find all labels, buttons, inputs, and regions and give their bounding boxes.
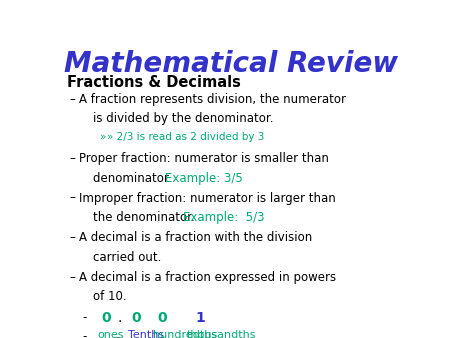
- Text: 0: 0: [131, 312, 141, 325]
- Text: –: –: [69, 152, 76, 165]
- Text: -: -: [82, 330, 87, 338]
- Text: Mathematical Review: Mathematical Review: [63, 50, 398, 78]
- Text: » 2/3 is read as 2 divided by 3: » 2/3 is read as 2 divided by 3: [107, 132, 264, 142]
- Text: 1: 1: [196, 312, 206, 325]
- Text: Example:  5/3: Example: 5/3: [183, 211, 265, 224]
- Text: hundredths: hundredths: [153, 330, 217, 338]
- Text: the denominator.: the denominator.: [93, 211, 210, 224]
- Text: Improper fraction: numerator is larger than: Improper fraction: numerator is larger t…: [79, 192, 336, 204]
- Text: 0: 0: [102, 312, 111, 325]
- Text: .: .: [116, 330, 119, 338]
- Text: ones: ones: [97, 330, 124, 338]
- Text: -: -: [82, 312, 87, 324]
- Text: Proper fraction: numerator is smaller than: Proper fraction: numerator is smaller th…: [79, 152, 329, 165]
- Text: carried out.: carried out.: [93, 251, 161, 264]
- Text: denominator.: denominator.: [93, 172, 186, 185]
- Text: »: »: [100, 132, 106, 142]
- Text: thousandths: thousandths: [187, 330, 256, 338]
- Text: –: –: [69, 192, 76, 204]
- Text: Example: 3/5: Example: 3/5: [165, 172, 243, 185]
- Text: A fraction represents division, the numerator: A fraction represents division, the nume…: [79, 93, 346, 105]
- Text: of 10.: of 10.: [93, 290, 126, 304]
- Text: –: –: [69, 231, 76, 244]
- Text: –: –: [69, 271, 76, 284]
- Text: Fractions & Decimals: Fractions & Decimals: [67, 75, 241, 90]
- Text: A decimal is a fraction with the division: A decimal is a fraction with the divisio…: [79, 231, 312, 244]
- Text: A decimal is a fraction expressed in powers: A decimal is a fraction expressed in pow…: [79, 271, 336, 284]
- Text: is divided by the denominator.: is divided by the denominator.: [93, 113, 273, 125]
- Text: 0: 0: [158, 312, 167, 325]
- Text: Tenths: Tenths: [128, 330, 165, 338]
- Text: –: –: [69, 93, 76, 105]
- Text: .: .: [117, 312, 122, 325]
